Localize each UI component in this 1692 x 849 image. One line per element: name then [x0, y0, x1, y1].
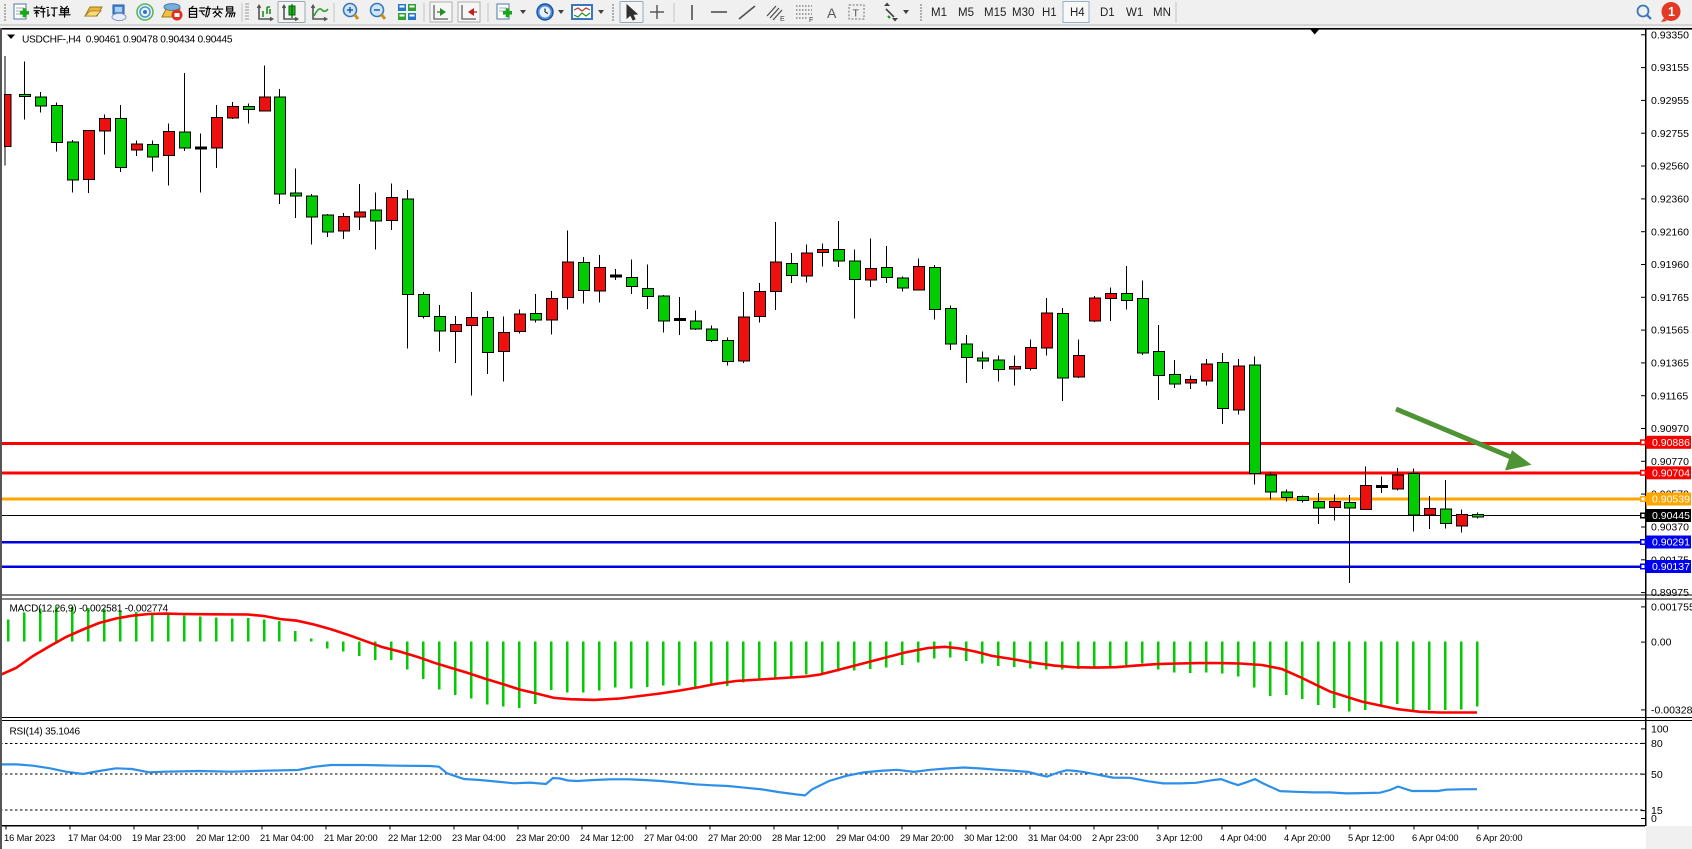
svg-text:-0.003284: -0.003284	[1651, 705, 1692, 717]
svg-text:0.92955: 0.92955	[1651, 95, 1689, 107]
svg-text:50: 50	[1651, 769, 1663, 781]
svg-text:0.91960: 0.91960	[1651, 259, 1689, 271]
svg-text:2 Apr 23:00: 2 Apr 23:00	[1092, 833, 1138, 843]
svg-text:29 Mar 04:00: 29 Mar 04:00	[836, 833, 890, 843]
svg-text:M1: M1	[931, 7, 947, 19]
svg-text:29 Mar 20:00: 29 Mar 20:00	[900, 833, 954, 843]
svg-text:23 Mar 20:00: 23 Mar 20:00	[516, 833, 570, 843]
svg-text:20 Mar 12:00: 20 Mar 12:00	[196, 833, 250, 843]
svg-text:21 Mar 04:00: 21 Mar 04:00	[260, 833, 314, 843]
svg-text:0.92360: 0.92360	[1651, 194, 1689, 206]
svg-text:30 Mar 12:00: 30 Mar 12:00	[964, 833, 1018, 843]
svg-text:0.001755: 0.001755	[1651, 602, 1692, 614]
svg-text:6 Apr 04:00: 6 Apr 04:00	[1412, 833, 1458, 843]
svg-text:0.90370: 0.90370	[1651, 522, 1689, 534]
svg-text:16 Mar 2023: 16 Mar 2023	[4, 833, 55, 843]
svg-text:MACD(12,26,9) -0.002581 -0.002: MACD(12,26,9) -0.002581 -0.002774	[10, 604, 169, 615]
svg-text:4 Apr 04:00: 4 Apr 04:00	[1220, 833, 1266, 843]
svg-text:M30: M30	[1012, 7, 1034, 19]
svg-text:H4: H4	[1070, 7, 1085, 19]
svg-text:0.90445: 0.90445	[1652, 510, 1690, 522]
svg-text:0.90291: 0.90291	[1652, 537, 1690, 549]
svg-text:M5: M5	[958, 7, 974, 19]
svg-text:RSI(14) 35.1046: RSI(14) 35.1046	[10, 727, 81, 738]
svg-text:3 Apr 12:00: 3 Apr 12:00	[1156, 833, 1202, 843]
svg-text:0.90704: 0.90704	[1652, 467, 1690, 479]
svg-text:0.89975: 0.89975	[1651, 587, 1689, 599]
svg-text:A: A	[827, 5, 837, 21]
svg-text:0.91365: 0.91365	[1651, 358, 1689, 370]
svg-text:USDCHF-,H4 0.90461 0.90478 0.: USDCHF-,H4 0.90461 0.90478 0.90434 0.904…	[22, 34, 233, 45]
svg-text:D1: D1	[1100, 7, 1115, 19]
svg-text:E: E	[780, 16, 785, 23]
svg-text:17 Mar 04:00: 17 Mar 04:00	[68, 833, 122, 843]
svg-text:28 Mar 12:00: 28 Mar 12:00	[772, 833, 826, 843]
svg-text:24 Mar 12:00: 24 Mar 12:00	[580, 833, 634, 843]
svg-text:27 Mar 20:00: 27 Mar 20:00	[708, 833, 762, 843]
svg-text:0.92755: 0.92755	[1651, 128, 1689, 140]
svg-text:27 Mar 04:00: 27 Mar 04:00	[644, 833, 698, 843]
svg-text:1: 1	[1668, 5, 1675, 19]
svg-text:T: T	[853, 8, 860, 20]
svg-text:0.90886: 0.90886	[1652, 437, 1690, 449]
svg-text:0.90137: 0.90137	[1652, 561, 1690, 573]
svg-text:22 Mar 12:00: 22 Mar 12:00	[388, 833, 442, 843]
svg-text:M15: M15	[984, 7, 1006, 19]
svg-text:5 Apr 12:00: 5 Apr 12:00	[1348, 833, 1394, 843]
svg-text:0.91565: 0.91565	[1651, 325, 1689, 337]
svg-text:6 Apr 20:00: 6 Apr 20:00	[1476, 833, 1522, 843]
svg-text:19 Mar 23:00: 19 Mar 23:00	[132, 833, 186, 843]
svg-text:0.90770: 0.90770	[1651, 456, 1689, 468]
svg-text:0.93350: 0.93350	[1651, 29, 1689, 41]
svg-text:0.90970: 0.90970	[1651, 423, 1689, 435]
svg-text:0.93155: 0.93155	[1651, 62, 1689, 74]
svg-text:31 Mar 04:00: 31 Mar 04:00	[1028, 833, 1082, 843]
svg-text:0.91165: 0.91165	[1651, 390, 1688, 402]
svg-text:0: 0	[1651, 813, 1657, 825]
svg-text:100: 100	[1651, 724, 1669, 736]
svg-text:0.92560: 0.92560	[1651, 161, 1689, 173]
svg-text:15: 15	[1651, 805, 1663, 817]
svg-text:23 Mar 04:00: 23 Mar 04:00	[452, 833, 506, 843]
svg-text:W1: W1	[1126, 7, 1143, 19]
svg-text:0.00: 0.00	[1651, 637, 1672, 649]
svg-text:0.90539: 0.90539	[1652, 494, 1690, 506]
svg-text:0.92160: 0.92160	[1651, 226, 1689, 238]
svg-text:MN: MN	[1153, 7, 1171, 19]
svg-text:0.91765: 0.91765	[1651, 292, 1689, 304]
svg-text:21 Mar 20:00: 21 Mar 20:00	[324, 833, 378, 843]
svg-text:F: F	[809, 17, 813, 24]
svg-text:H1: H1	[1042, 7, 1057, 19]
svg-text:4 Apr 20:00: 4 Apr 20:00	[1284, 833, 1330, 843]
svg-text:80: 80	[1651, 738, 1663, 750]
